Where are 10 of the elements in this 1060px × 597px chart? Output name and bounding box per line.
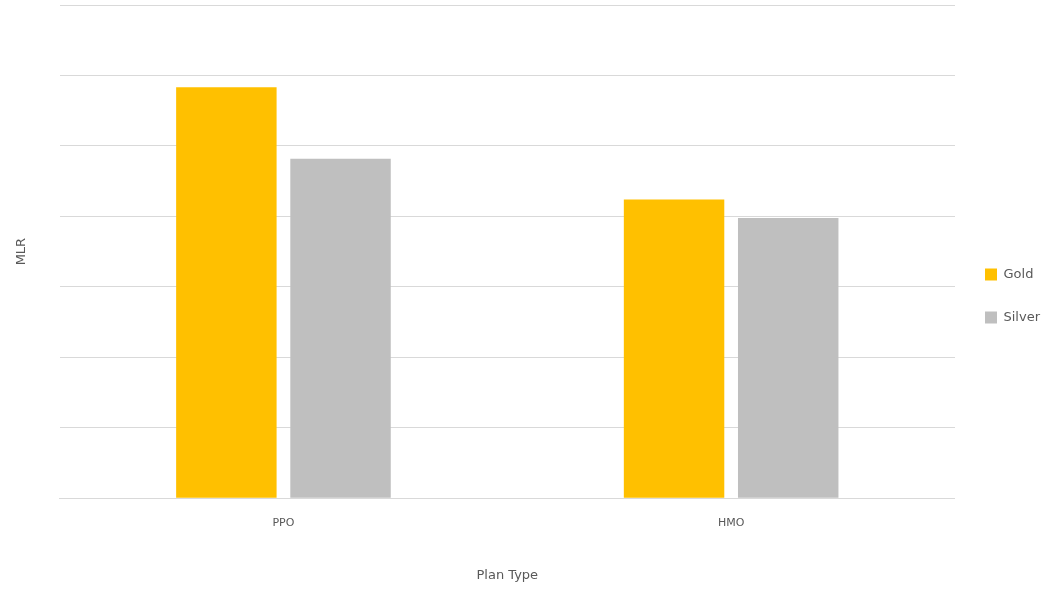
bar bbox=[623, 199, 725, 498]
bar bbox=[176, 87, 277, 498]
bar bbox=[290, 158, 391, 498]
legend-label: Gold bbox=[1003, 265, 1034, 281]
x-tick-label: HMO bbox=[717, 515, 745, 529]
x-tick-label: PPO bbox=[272, 515, 295, 529]
legend-label: Silver bbox=[1003, 308, 1041, 324]
x-axis-title: Plan Type bbox=[476, 566, 539, 582]
bar bbox=[737, 217, 839, 498]
y-axis-title: MLR bbox=[13, 237, 29, 266]
